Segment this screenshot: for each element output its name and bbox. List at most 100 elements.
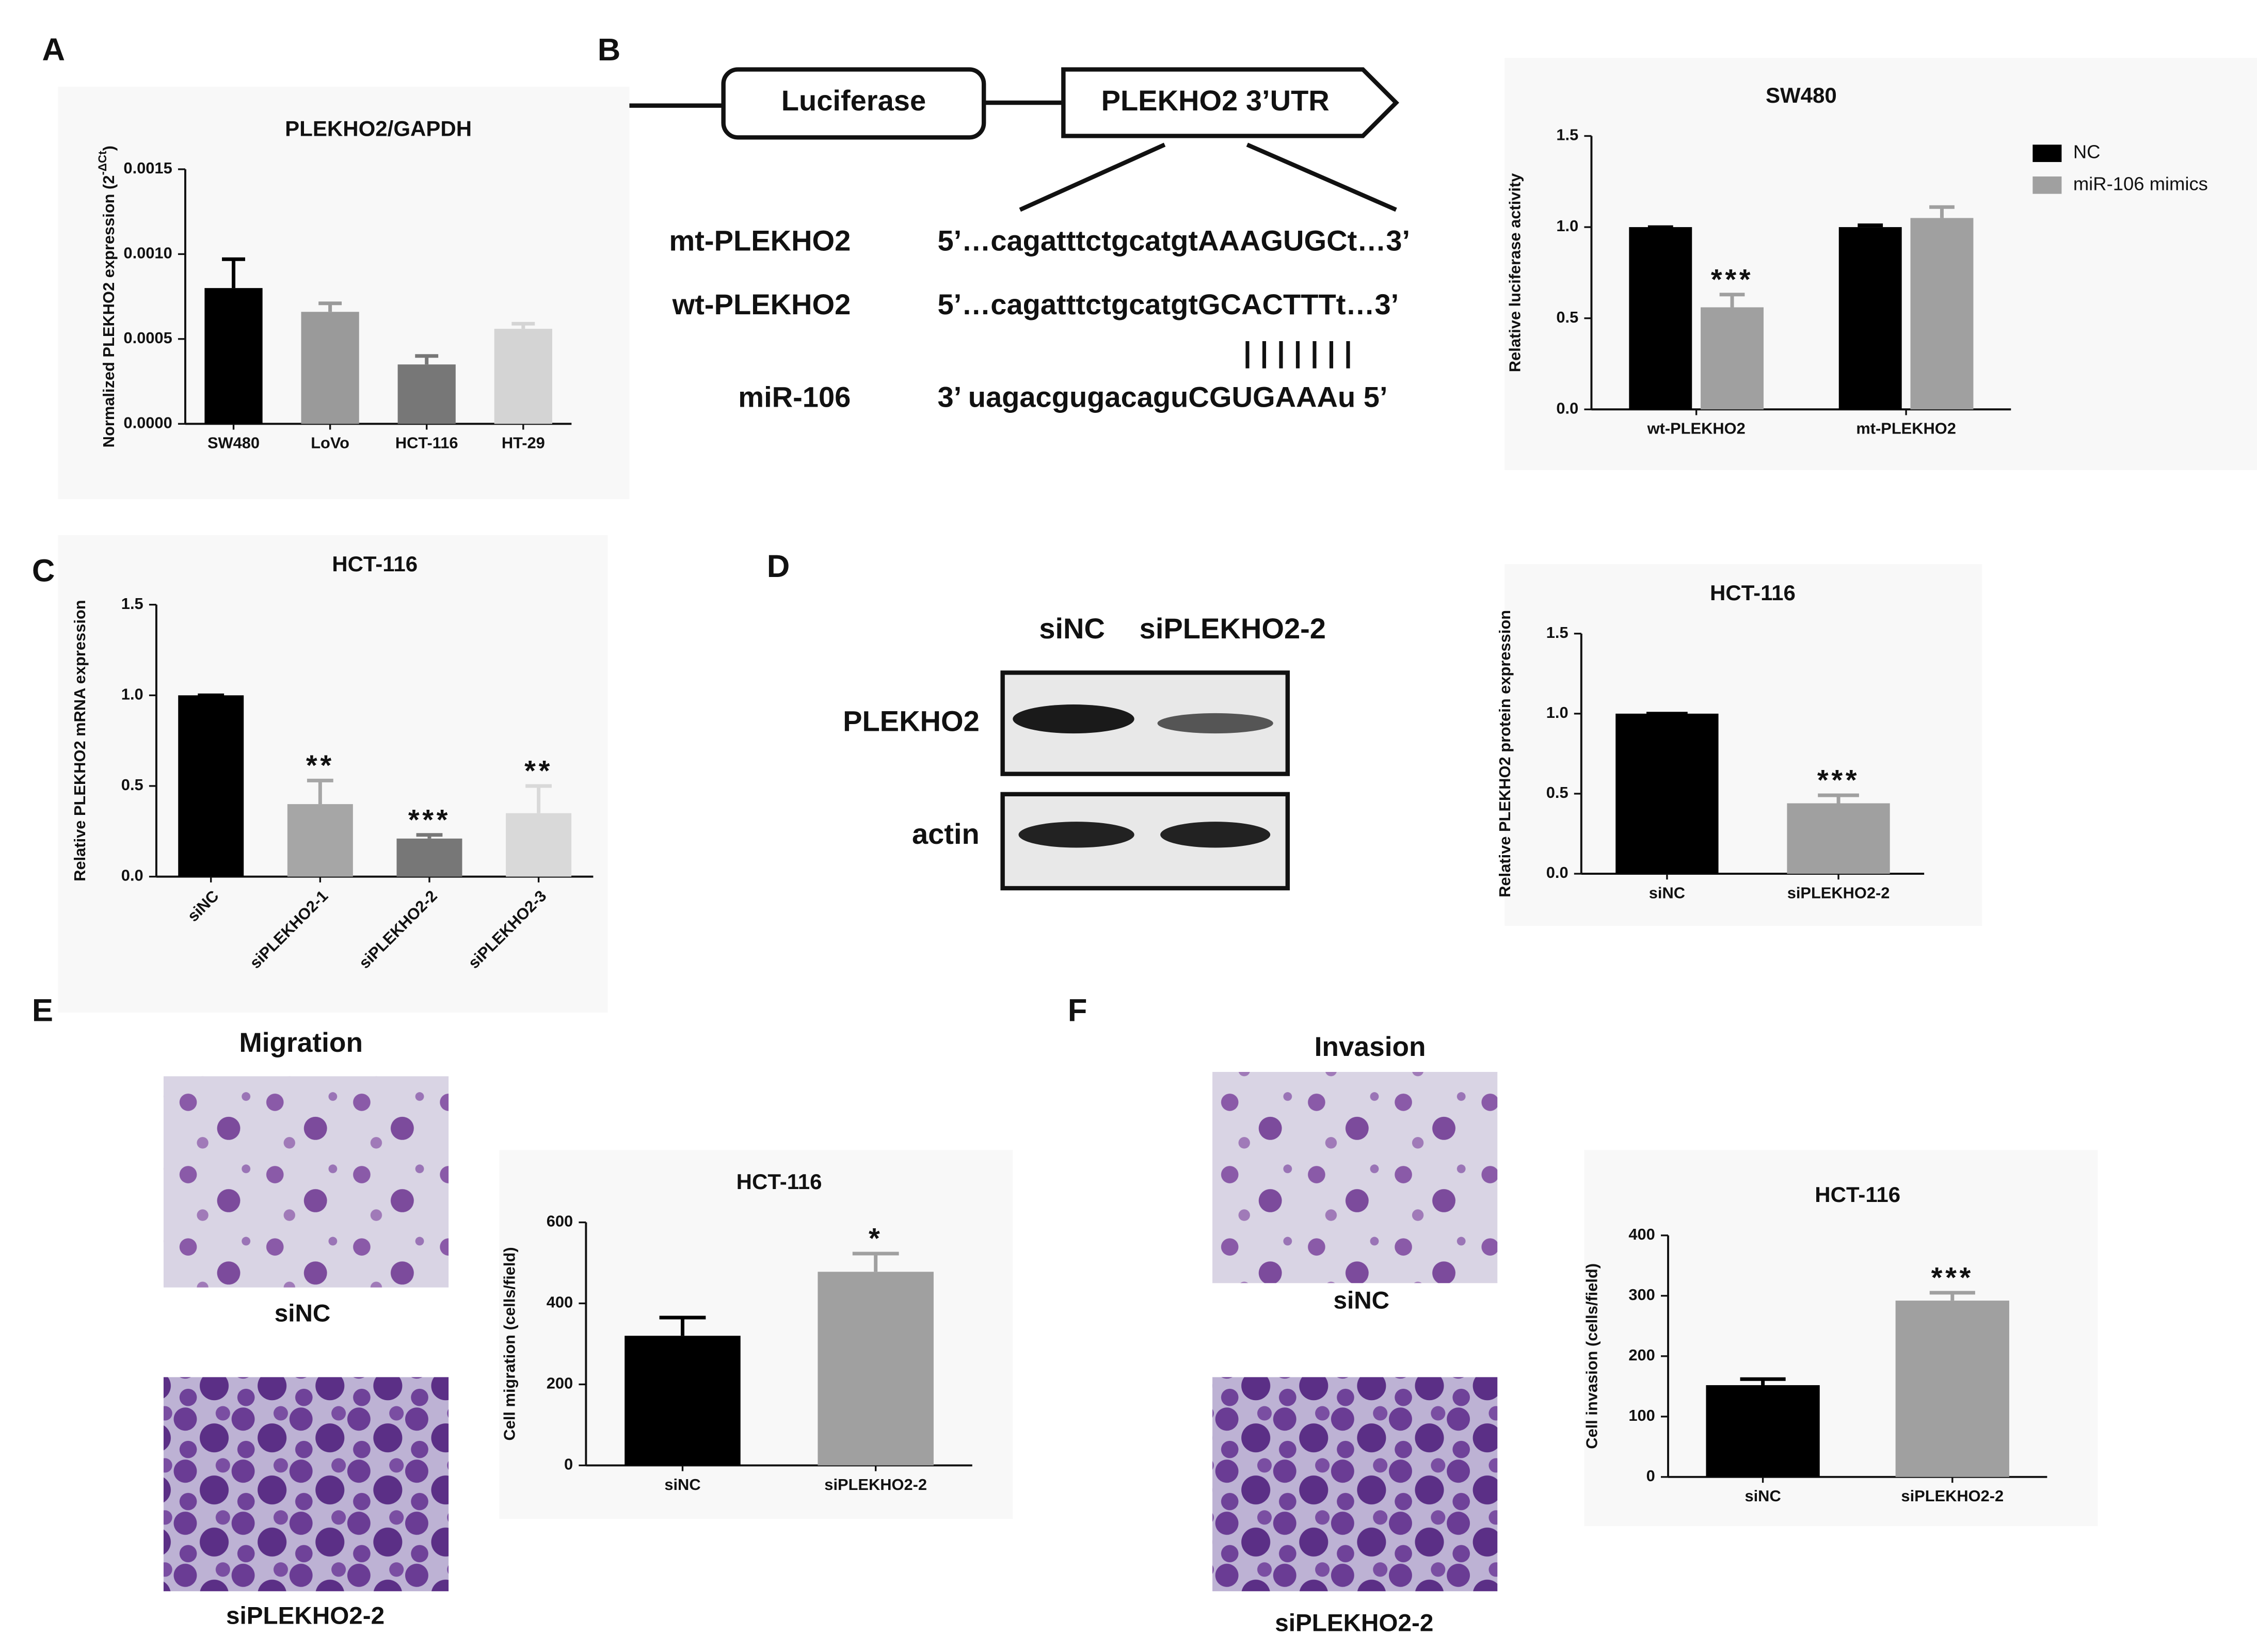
lane-label: siPLEKHO2-2 bbox=[1140, 612, 1326, 645]
bar bbox=[818, 1272, 934, 1466]
x-tick-label: siNC bbox=[1649, 884, 1685, 902]
panel-label: B bbox=[598, 32, 621, 68]
blot-band bbox=[1018, 822, 1134, 848]
chart-background bbox=[499, 1150, 1013, 1519]
error-bar bbox=[511, 322, 535, 329]
y-axis-label: Relative PLEKHO2 mRNA expression bbox=[71, 600, 89, 881]
blot-row-label: actin bbox=[912, 817, 980, 850]
chart-title: HCT-116 bbox=[1710, 581, 1796, 605]
error-bar bbox=[1719, 293, 1745, 308]
x-tick-label: siNC bbox=[1744, 1487, 1781, 1505]
significance-label: *** bbox=[1817, 764, 1860, 796]
error-bar bbox=[852, 1252, 899, 1272]
micrograph-caption: siPLEKHO2-2 bbox=[1275, 1609, 1433, 1637]
y-tick-label: 0.5 bbox=[1556, 308, 1578, 326]
significance-label: ** bbox=[306, 749, 334, 781]
blot-band bbox=[1160, 822, 1271, 848]
chart-title: HCT-116 bbox=[1815, 1182, 1900, 1207]
y-axis-label-end: ) bbox=[100, 146, 118, 151]
y-axis-label-text: Relative PLEKHO2 protein expression bbox=[1496, 610, 1514, 897]
micrograph bbox=[1212, 1377, 1498, 1592]
bar bbox=[1910, 218, 1974, 410]
sequence: 5’…cagatttctgcatgtGCACTTTt…3’ bbox=[938, 288, 1399, 320]
significance-label: ** bbox=[524, 755, 553, 787]
y-axis-label-text: Relative PLEKHO2 mRNA expression bbox=[71, 600, 89, 881]
bar bbox=[301, 312, 359, 424]
error-bar bbox=[1929, 1291, 1975, 1301]
significance-label: *** bbox=[408, 803, 451, 836]
zoom-line bbox=[1246, 142, 1397, 212]
error-bar bbox=[416, 833, 443, 839]
error-bar bbox=[1740, 1377, 1786, 1385]
y-tick-label: 100 bbox=[1628, 1406, 1655, 1424]
y-tick-label: 1.5 bbox=[1556, 126, 1578, 144]
bar bbox=[396, 838, 462, 877]
bar bbox=[1615, 713, 1719, 874]
blot-row-label: PLEKHO2 bbox=[843, 704, 980, 737]
sequence: 5’…cagatttctgcatgtAAAGUGCt…3’ bbox=[938, 224, 1411, 257]
error-bar bbox=[1929, 205, 1955, 218]
legend-swatch bbox=[2032, 176, 2062, 194]
error-bar bbox=[659, 1316, 706, 1336]
y-axis-label-text: Relative luciferase activity bbox=[1506, 173, 1524, 373]
y-axis-label: Relative PLEKHO2 protein expression bbox=[1496, 610, 1514, 897]
y-tick-label: 300 bbox=[1628, 1286, 1655, 1304]
bar bbox=[1838, 227, 1902, 410]
y-tick-label: 0.0 bbox=[1556, 399, 1578, 417]
y-tick-label: 200 bbox=[547, 1374, 573, 1392]
chart-title: HCT-116 bbox=[737, 1169, 822, 1194]
x-tick-label: HT-29 bbox=[502, 434, 545, 452]
blot-band bbox=[1157, 713, 1273, 734]
utr-box bbox=[1061, 67, 1399, 138]
y-axis-label-text: Cell invasion (cells/field) bbox=[1582, 1263, 1600, 1449]
sequence-name: wt-PLEKHO2 bbox=[672, 288, 851, 320]
y-axis-label: Relative luciferase activity bbox=[1506, 173, 1524, 373]
micrograph bbox=[163, 1377, 449, 1592]
bar bbox=[625, 1336, 741, 1466]
zoom-line bbox=[1019, 142, 1166, 212]
significance-label: *** bbox=[1931, 1261, 1974, 1294]
y-tick-label: 0.0 bbox=[121, 867, 143, 885]
chart-background bbox=[58, 535, 608, 1013]
micrograph bbox=[1212, 1072, 1498, 1284]
y-tick-label: 200 bbox=[1628, 1346, 1655, 1364]
chart-background bbox=[1584, 1150, 2098, 1527]
significance-label: *** bbox=[1711, 263, 1753, 295]
panel-label: F bbox=[1068, 992, 1087, 1028]
x-tick-label: siPLEKHO2-2 bbox=[824, 1475, 927, 1494]
y-tick-label: 1.5 bbox=[121, 595, 143, 613]
sequence-name: miR-106 bbox=[738, 380, 851, 413]
y-tick-label: 0.5 bbox=[121, 776, 143, 794]
micrograph bbox=[163, 1076, 449, 1288]
micrograph-caption: siNC bbox=[1334, 1287, 1390, 1314]
panel-label: C bbox=[32, 553, 55, 588]
luciferase-label: Luciferase bbox=[781, 84, 926, 117]
y-tick-label: 0.0015 bbox=[123, 159, 172, 177]
sequence-name: mt-PLEKHO2 bbox=[669, 224, 851, 257]
y-axis-label-sup: -ΔCt bbox=[97, 151, 109, 175]
x-tick-label: siPLEKHO2-2 bbox=[1901, 1487, 2004, 1505]
y-axis-label: Cell invasion (cells/field) bbox=[1582, 1263, 1600, 1449]
bar bbox=[494, 329, 552, 424]
lane-label: siNC bbox=[1039, 612, 1105, 645]
x-tick-label: mt-PLEKHO2 bbox=[1856, 420, 1956, 438]
blot-band bbox=[1013, 704, 1134, 734]
error-bar bbox=[307, 778, 333, 805]
bar bbox=[287, 804, 353, 877]
micrograph-caption: siPLEKHO2-2 bbox=[226, 1602, 385, 1629]
error-bar bbox=[318, 301, 342, 312]
y-axis-label-text: Cell migration (cells/field) bbox=[501, 1247, 519, 1440]
y-tick-label: 0.0 bbox=[1546, 863, 1568, 881]
bar bbox=[1895, 1301, 2009, 1477]
bar bbox=[397, 364, 456, 424]
legend-label: NC bbox=[2073, 141, 2101, 163]
y-tick-label: 1.0 bbox=[1546, 703, 1568, 721]
y-tick-label: 0 bbox=[564, 1455, 573, 1473]
micrograph-title: Invasion bbox=[1315, 1032, 1426, 1062]
micrograph-title: Migration bbox=[239, 1028, 363, 1058]
y-tick-label: 600 bbox=[547, 1212, 573, 1230]
y-tick-label: 1.0 bbox=[121, 685, 143, 703]
micrograph-caption: siNC bbox=[275, 1300, 331, 1327]
